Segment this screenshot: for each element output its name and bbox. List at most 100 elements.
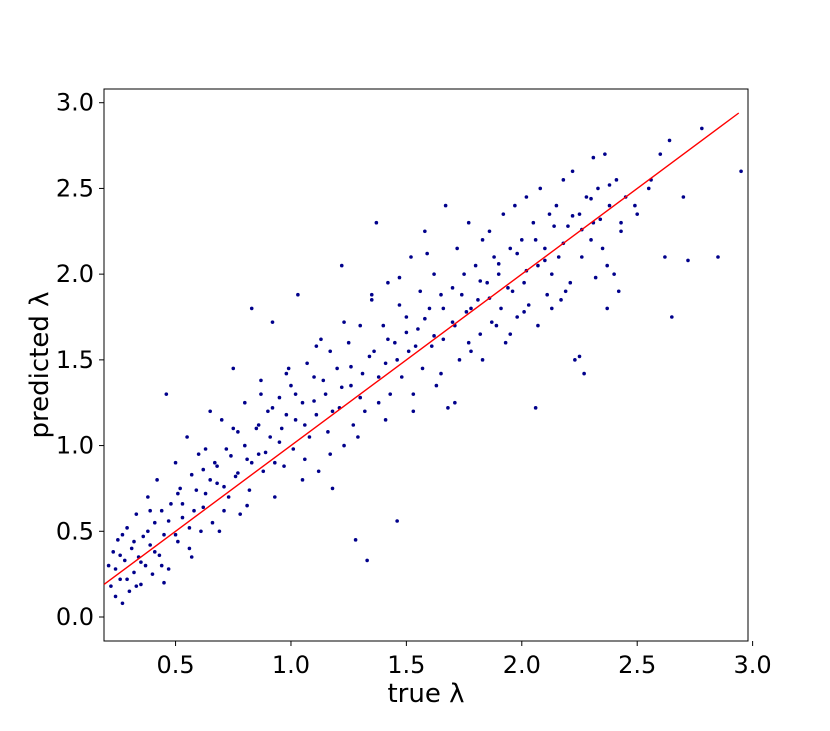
y-tick-label: 2.0 xyxy=(56,260,94,288)
data-point xyxy=(591,155,596,160)
data-point xyxy=(536,323,540,328)
data-point xyxy=(580,255,584,259)
data-point xyxy=(173,460,178,465)
data-point xyxy=(146,495,150,499)
data-point xyxy=(386,280,390,285)
data-point xyxy=(194,488,199,492)
data-point xyxy=(203,491,208,496)
data-point xyxy=(397,275,402,280)
data-point xyxy=(423,316,427,321)
data-point xyxy=(459,292,464,297)
data-point xyxy=(549,272,554,276)
data-point xyxy=(316,469,321,474)
data-point xyxy=(356,435,360,439)
data-point xyxy=(480,358,485,362)
x-tick-label: 2.5 xyxy=(618,651,656,679)
data-point xyxy=(667,138,672,143)
data-point xyxy=(162,532,166,537)
x-tick-label: 2.0 xyxy=(503,651,541,679)
x-axis-ticks: 0.5 1.0 1.5 2.0 2.5 3.0 xyxy=(156,641,772,679)
data-point xyxy=(450,286,455,290)
data-point xyxy=(418,289,423,294)
data-point xyxy=(146,529,150,534)
data-point xyxy=(196,452,201,456)
data-point xyxy=(222,484,226,489)
data-point xyxy=(533,238,538,242)
data-point xyxy=(506,286,510,290)
data-point xyxy=(245,503,249,508)
data-point xyxy=(453,400,457,405)
data-point xyxy=(413,344,418,348)
data-point xyxy=(215,481,219,486)
data-point xyxy=(434,383,439,388)
data-point xyxy=(510,289,515,294)
data-point xyxy=(432,334,436,338)
data-point xyxy=(139,560,143,564)
data-point xyxy=(531,220,536,225)
data-point xyxy=(552,224,556,228)
data-point xyxy=(139,582,143,587)
data-point xyxy=(106,563,111,568)
data-point xyxy=(515,315,519,319)
data-point xyxy=(238,512,242,516)
data-point xyxy=(231,426,236,431)
data-point xyxy=(231,366,236,371)
data-point xyxy=(614,178,619,182)
data-point xyxy=(263,450,268,455)
data-point xyxy=(485,280,489,285)
data-point xyxy=(397,303,402,307)
data-point xyxy=(159,508,164,513)
data-point xyxy=(365,558,369,563)
data-point xyxy=(559,298,563,302)
x-axis-label: true λ xyxy=(387,679,464,709)
data-point xyxy=(570,169,575,174)
data-point xyxy=(619,220,623,225)
data-point xyxy=(480,238,485,242)
data-point xyxy=(286,366,291,371)
x-tick-label: 3.0 xyxy=(734,651,772,679)
data-point xyxy=(536,263,540,268)
data-point xyxy=(441,306,446,311)
reference-line xyxy=(103,112,740,585)
data-point xyxy=(393,340,397,345)
data-point xyxy=(293,418,298,422)
y-tick-label: 0.0 xyxy=(56,603,94,631)
data-point xyxy=(342,320,346,324)
data-point xyxy=(254,426,259,431)
data-point xyxy=(616,289,621,294)
data-point xyxy=(462,272,466,276)
data-point xyxy=(499,306,503,311)
data-point xyxy=(381,323,386,328)
data-point xyxy=(522,310,526,314)
data-point xyxy=(376,375,381,379)
data-point xyxy=(577,354,582,359)
data-point xyxy=(376,400,381,405)
data-point xyxy=(312,399,316,403)
data-point xyxy=(409,255,413,259)
data-point xyxy=(501,212,506,216)
data-point xyxy=(605,306,609,311)
data-point xyxy=(339,385,344,390)
data-point xyxy=(125,577,129,582)
data-point xyxy=(573,358,577,362)
y-tick-label: 1.0 xyxy=(56,432,94,460)
data-point xyxy=(189,472,194,477)
data-point xyxy=(282,464,286,468)
data-point xyxy=(208,478,212,482)
data-point xyxy=(570,214,575,218)
data-point xyxy=(176,539,180,544)
data-point xyxy=(473,263,478,268)
data-point xyxy=(277,440,282,444)
data-point xyxy=(489,320,494,324)
data-point xyxy=(180,515,185,520)
plot-frame xyxy=(103,88,749,642)
data-point xyxy=(457,358,462,362)
data-point xyxy=(508,246,513,251)
data-point xyxy=(150,572,155,576)
data-point xyxy=(134,512,139,516)
data-point xyxy=(406,349,411,354)
data-point xyxy=(259,378,263,383)
x-tick-label: 1.5 xyxy=(387,651,425,679)
data-point xyxy=(633,203,637,208)
data-point xyxy=(222,508,226,513)
